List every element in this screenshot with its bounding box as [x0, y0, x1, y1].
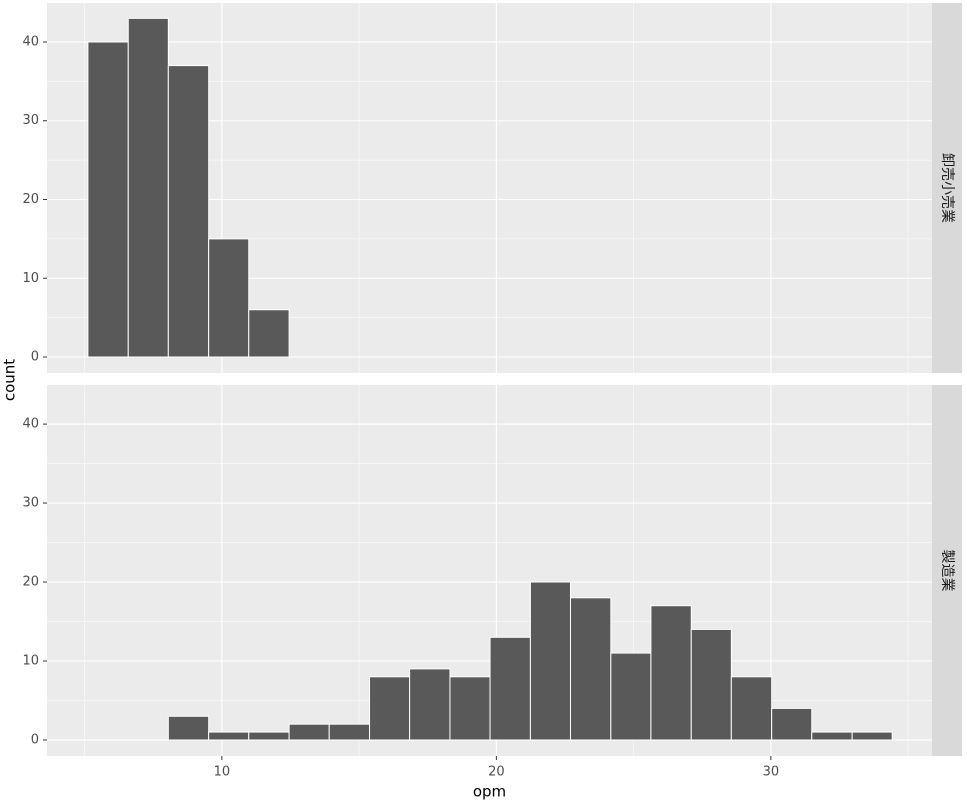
- bar: [127, 17, 169, 358]
- bar: [248, 309, 290, 358]
- bar: [369, 676, 411, 741]
- y-tick-label: 10: [22, 271, 39, 286]
- bar: [730, 676, 773, 741]
- y-tick-label: 0: [31, 350, 39, 365]
- y-tick-label: 30: [22, 496, 39, 511]
- y-tick-label: 0: [31, 732, 39, 747]
- y-tick-label: 30: [22, 113, 39, 128]
- x-tick-label: 20: [488, 765, 505, 780]
- y-axis-label: count: [1, 359, 19, 401]
- bar: [569, 597, 612, 741]
- bar: [208, 731, 250, 741]
- bar: [167, 715, 210, 741]
- x-tick-label: 30: [763, 765, 780, 780]
- facet-strip: [932, 3, 962, 373]
- bar: [811, 731, 853, 741]
- bar: [489, 636, 531, 741]
- facet-label: 卸売小売業: [939, 153, 955, 223]
- bar: [851, 731, 893, 741]
- bar: [529, 581, 571, 741]
- facet-strip: [932, 385, 962, 756]
- bar: [328, 723, 371, 741]
- bar: [87, 41, 129, 358]
- bar: [650, 605, 692, 741]
- bar: [208, 238, 250, 358]
- bar: [167, 65, 210, 358]
- x-axis-label: opm: [473, 783, 506, 800]
- bar: [248, 731, 290, 741]
- y-tick-label: 40: [22, 34, 39, 49]
- bar: [449, 676, 491, 741]
- bar: [288, 723, 330, 741]
- y-tick-label: 20: [22, 575, 39, 590]
- x-tick-label: 10: [214, 765, 231, 780]
- y-tick-label: 20: [22, 192, 39, 207]
- bar: [771, 707, 813, 741]
- y-tick-label: 10: [22, 653, 39, 668]
- facet-label: 製造業: [939, 550, 955, 592]
- bar: [610, 652, 652, 741]
- bar: [690, 628, 732, 741]
- y-tick-label: 40: [22, 417, 39, 432]
- bar: [409, 668, 451, 741]
